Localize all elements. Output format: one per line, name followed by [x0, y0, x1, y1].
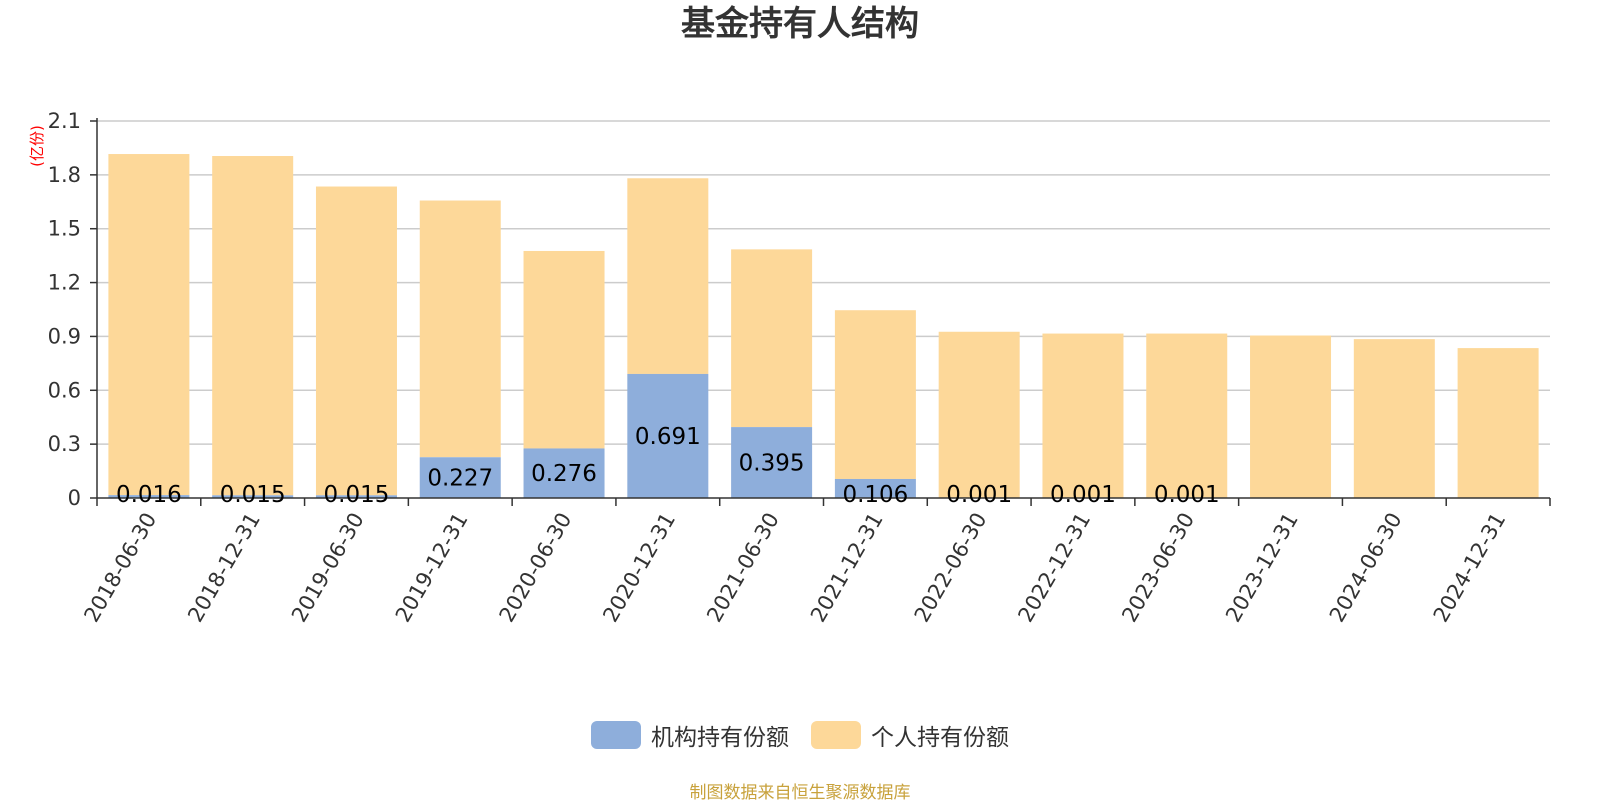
- bar-individual: [420, 201, 501, 458]
- bar-individual: [1042, 334, 1123, 498]
- data-source-note: 制图数据来自恒生聚源数据库: [0, 783, 1600, 803]
- data-label-institutional: 0.001: [1154, 482, 1220, 508]
- x-tick-label: 2023-06-30: [1117, 509, 1199, 627]
- x-tick-label: 2024-06-30: [1325, 509, 1407, 627]
- data-label-institutional: 0.015: [324, 482, 390, 508]
- legend-label-institutional: 机构持有份额: [651, 718, 789, 752]
- y-tick-label: 0.9: [48, 324, 81, 348]
- data-label-institutional: 0.001: [946, 482, 1012, 508]
- bar-individual: [627, 178, 708, 374]
- y-tick-label: 2.1: [48, 109, 81, 133]
- x-tick-label: 2021-12-31: [806, 509, 888, 627]
- x-tick-labels: 2018-06-30 2018-12-31 2019-06-30 2019-12-31…: [79, 509, 1510, 627]
- legend-swatch-institutional: [591, 721, 641, 749]
- y-tick-label: 0: [68, 486, 81, 510]
- x-tick-label: 2020-06-30: [495, 509, 577, 627]
- data-label-institutional: 0.227: [427, 466, 493, 492]
- bar-individual: [835, 310, 916, 479]
- x-tick-label: 2018-12-31: [183, 509, 265, 627]
- x-tick-label: 2018-06-30: [79, 509, 161, 627]
- y-tick-labels: 0 0.3 0.6 0.9 1.2 1.5 1.8 2.1: [48, 109, 81, 510]
- bar-individual: [1250, 336, 1331, 498]
- bar-individual: [1458, 348, 1539, 498]
- legend-item-institutional[interactable]: 机构持有份额: [591, 718, 789, 752]
- y-tick-label: 0.3: [48, 432, 81, 456]
- legend: 机构持有份额 个人持有份额: [0, 718, 1600, 752]
- bar-individual: [108, 154, 189, 495]
- bar-individual: [316, 187, 397, 496]
- x-tick-label: 2019-12-31: [391, 509, 473, 627]
- bar-individual: [731, 249, 812, 427]
- data-label-institutional: 0.395: [739, 451, 805, 477]
- bar-individual: [939, 332, 1020, 498]
- x-tick-label: 2023-12-31: [1221, 509, 1303, 627]
- data-label-institutional: 0.276: [531, 461, 597, 487]
- data-label-institutional: 0.001: [1050, 482, 1116, 508]
- x-tick-label: 2020-12-31: [598, 509, 680, 627]
- y-tick-label: 0.6: [48, 378, 81, 402]
- y-axis-unit-label: (亿份): [28, 125, 46, 167]
- bars: [108, 154, 1538, 498]
- bar-individual: [1146, 334, 1227, 498]
- y-tick-label: 1.5: [48, 217, 81, 241]
- y-tick-label: 1.2: [48, 271, 81, 295]
- x-tick-label: 2021-06-30: [702, 509, 784, 627]
- x-tick-label: 2019-06-30: [287, 509, 369, 627]
- data-label-institutional: 0.106: [842, 482, 908, 508]
- x-tick-label: 2022-12-31: [1013, 509, 1095, 627]
- data-label-institutional: 0.016: [116, 482, 182, 508]
- legend-item-individual[interactable]: 个人持有份额: [811, 718, 1009, 752]
- data-label-institutional: 0.015: [220, 482, 286, 508]
- legend-label-individual: 个人持有份额: [871, 718, 1009, 752]
- y-tick-label: 1.8: [48, 163, 81, 187]
- bar-individual: [1354, 339, 1435, 498]
- legend-swatch-individual: [811, 721, 861, 749]
- x-tick-label: 2024-12-31: [1429, 509, 1511, 627]
- data-label-institutional: 0.691: [635, 424, 701, 450]
- grid-lines: [97, 121, 1550, 444]
- x-tick-label: 2022-06-30: [910, 509, 992, 627]
- bar-individual: [524, 251, 605, 448]
- bar-individual: [212, 156, 293, 495]
